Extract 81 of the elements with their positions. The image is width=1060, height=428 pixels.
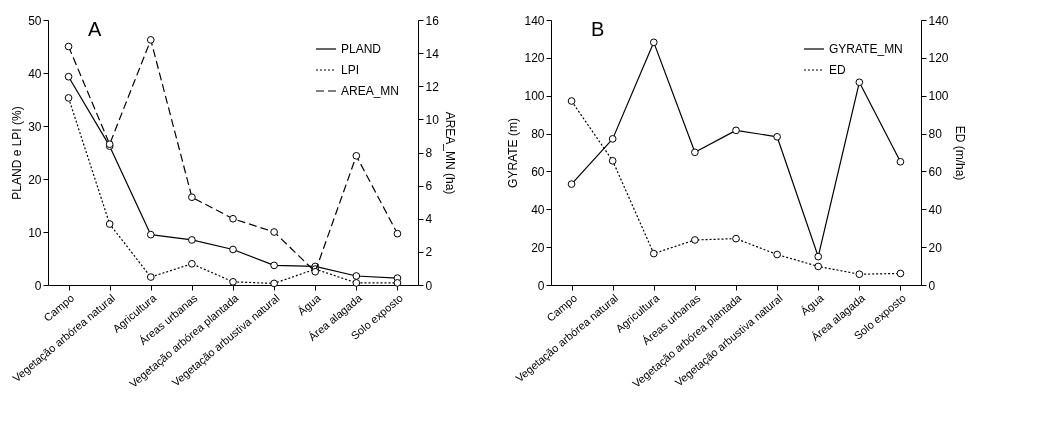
y2-axis-title: ED (m/ha) bbox=[952, 125, 967, 181]
point bbox=[188, 259, 196, 268]
point bbox=[229, 245, 237, 254]
y2-tick-label: 2 bbox=[425, 245, 433, 260]
y2-tick-label: 12 bbox=[425, 79, 440, 94]
y2-tick-label: 100 bbox=[928, 89, 949, 104]
y-tick-label: 10 bbox=[28, 225, 42, 240]
point bbox=[229, 214, 237, 223]
legend-label: AREA_MN bbox=[341, 84, 400, 98]
y2-tick-label: 140 bbox=[928, 13, 949, 28]
point bbox=[352, 279, 361, 287]
y-tick-label: 60 bbox=[531, 164, 545, 179]
y2-tick-label: 10 bbox=[425, 112, 440, 127]
point bbox=[188, 193, 196, 202]
point bbox=[896, 157, 905, 166]
legend-label: PLAND bbox=[341, 42, 382, 56]
point bbox=[649, 38, 658, 47]
y2-tick-label: 0 bbox=[928, 278, 936, 293]
y-tick-label: 80 bbox=[531, 127, 545, 142]
point bbox=[773, 132, 781, 141]
legend-label: ED bbox=[829, 63, 846, 77]
point bbox=[64, 94, 73, 102]
y2-tick-label: 120 bbox=[928, 51, 949, 66]
y-tick-label: 0 bbox=[537, 278, 545, 293]
y2-tick-label: 6 bbox=[425, 179, 433, 194]
y-tick-label: 40 bbox=[531, 202, 545, 217]
y2-tick-label: 8 bbox=[425, 146, 433, 160]
point bbox=[146, 36, 155, 44]
y-tick-label: 100 bbox=[524, 89, 545, 104]
y2-tick-label: 14 bbox=[425, 46, 440, 61]
point bbox=[649, 249, 658, 258]
point bbox=[352, 272, 361, 280]
y-tick-label: 0 bbox=[34, 278, 42, 293]
point bbox=[732, 234, 740, 243]
y-tick-label: 40 bbox=[28, 66, 42, 81]
point bbox=[64, 72, 73, 81]
y-tick-label: 20 bbox=[531, 240, 545, 255]
point bbox=[64, 42, 73, 51]
y-tick-label: 20 bbox=[28, 172, 42, 187]
y2-tick-label: 4 bbox=[425, 212, 433, 227]
y-tick-label: 120 bbox=[524, 51, 545, 66]
point bbox=[608, 156, 617, 165]
legend-label: GYRATE_MN bbox=[829, 42, 903, 56]
annotation: B bbox=[591, 18, 605, 40]
point bbox=[146, 273, 155, 281]
point bbox=[146, 230, 155, 239]
point bbox=[105, 220, 114, 228]
point bbox=[393, 279, 402, 287]
point bbox=[691, 148, 699, 157]
point bbox=[270, 228, 278, 236]
y2-axis-title: AREA_MN (ha) bbox=[442, 111, 457, 195]
y2-tick-label: 60 bbox=[928, 164, 943, 179]
point bbox=[814, 262, 823, 271]
point bbox=[270, 261, 278, 270]
y2-tick-label: 40 bbox=[928, 202, 943, 217]
point bbox=[188, 236, 196, 244]
point bbox=[814, 252, 823, 261]
y-axis-title: PLAND e LPI (%) bbox=[10, 106, 25, 200]
y-tick-label: 140 bbox=[524, 13, 545, 28]
point bbox=[352, 151, 361, 160]
y-tick-label: 50 bbox=[28, 13, 42, 28]
point bbox=[691, 236, 699, 244]
point bbox=[855, 270, 864, 279]
point bbox=[567, 180, 576, 188]
y-axis-title: GYRATE (m) bbox=[506, 118, 521, 188]
point bbox=[896, 269, 905, 278]
y2-tick-label: 80 bbox=[928, 127, 943, 142]
point bbox=[855, 78, 864, 87]
legend-label: LPI bbox=[341, 63, 360, 77]
point bbox=[270, 279, 278, 288]
y2-tick-label: 20 bbox=[928, 240, 943, 255]
point bbox=[732, 126, 740, 135]
point bbox=[229, 277, 237, 286]
annotation: A bbox=[88, 18, 102, 40]
y-tick-label: 30 bbox=[28, 119, 42, 134]
y2-tick-label: 16 bbox=[425, 13, 440, 28]
y2-tick-label: 0 bbox=[425, 278, 433, 293]
point bbox=[608, 135, 617, 143]
point bbox=[773, 250, 781, 259]
point bbox=[567, 97, 576, 105]
point bbox=[393, 229, 402, 238]
